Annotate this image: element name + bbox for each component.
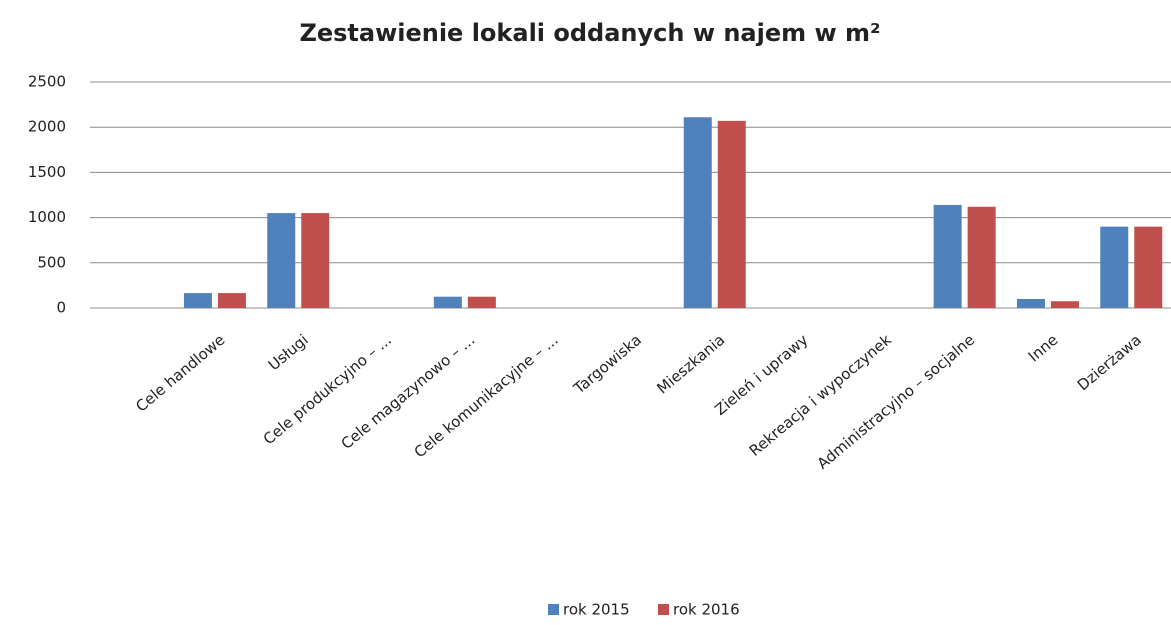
legend-label: rok 2015 (563, 601, 630, 619)
bar (267, 213, 296, 308)
x-tick-label: Inne (1025, 331, 1062, 366)
bar (433, 296, 462, 308)
bar (717, 120, 746, 308)
bar (467, 296, 496, 308)
bar (933, 204, 962, 308)
bar (1100, 226, 1129, 308)
bar (1134, 226, 1163, 308)
bar (301, 213, 330, 308)
x-tick-label: Cele magazynowo – ... (338, 331, 479, 453)
y-tick-label: 1000 (28, 208, 66, 226)
bar (1016, 298, 1045, 308)
y-tick-label: 2000 (28, 118, 66, 136)
y-tick-label: 1500 (28, 163, 66, 181)
bar (967, 206, 996, 308)
x-tick-label: Targowiska (569, 331, 644, 398)
x-tick-label: Usługi (265, 331, 312, 375)
x-tick-label: Cele komunikacyjne – ... (411, 331, 562, 462)
x-tick-label: Dzierżawa (1074, 331, 1145, 395)
y-tick-label: 500 (37, 253, 66, 271)
bar (183, 293, 212, 308)
y-tick-label: 0 (56, 299, 66, 317)
legend-swatch (658, 604, 669, 615)
x-tick-label: Mieszkania (653, 331, 728, 398)
legend-swatch (548, 604, 559, 615)
x-tick-label: Administracyjno – socjalne (814, 331, 978, 473)
bar (217, 293, 246, 308)
x-tick-label: Cele handlowe (132, 331, 228, 416)
bar (683, 117, 712, 308)
y-tick-label: 2500 (28, 73, 66, 91)
bar (1050, 301, 1079, 308)
legend-label: rok 2016 (673, 601, 740, 619)
chart-title: Zestawienie lokali oddanych w najem w m² (299, 19, 880, 47)
x-tick-label: Rekreacja i wypoczynek (746, 331, 895, 460)
